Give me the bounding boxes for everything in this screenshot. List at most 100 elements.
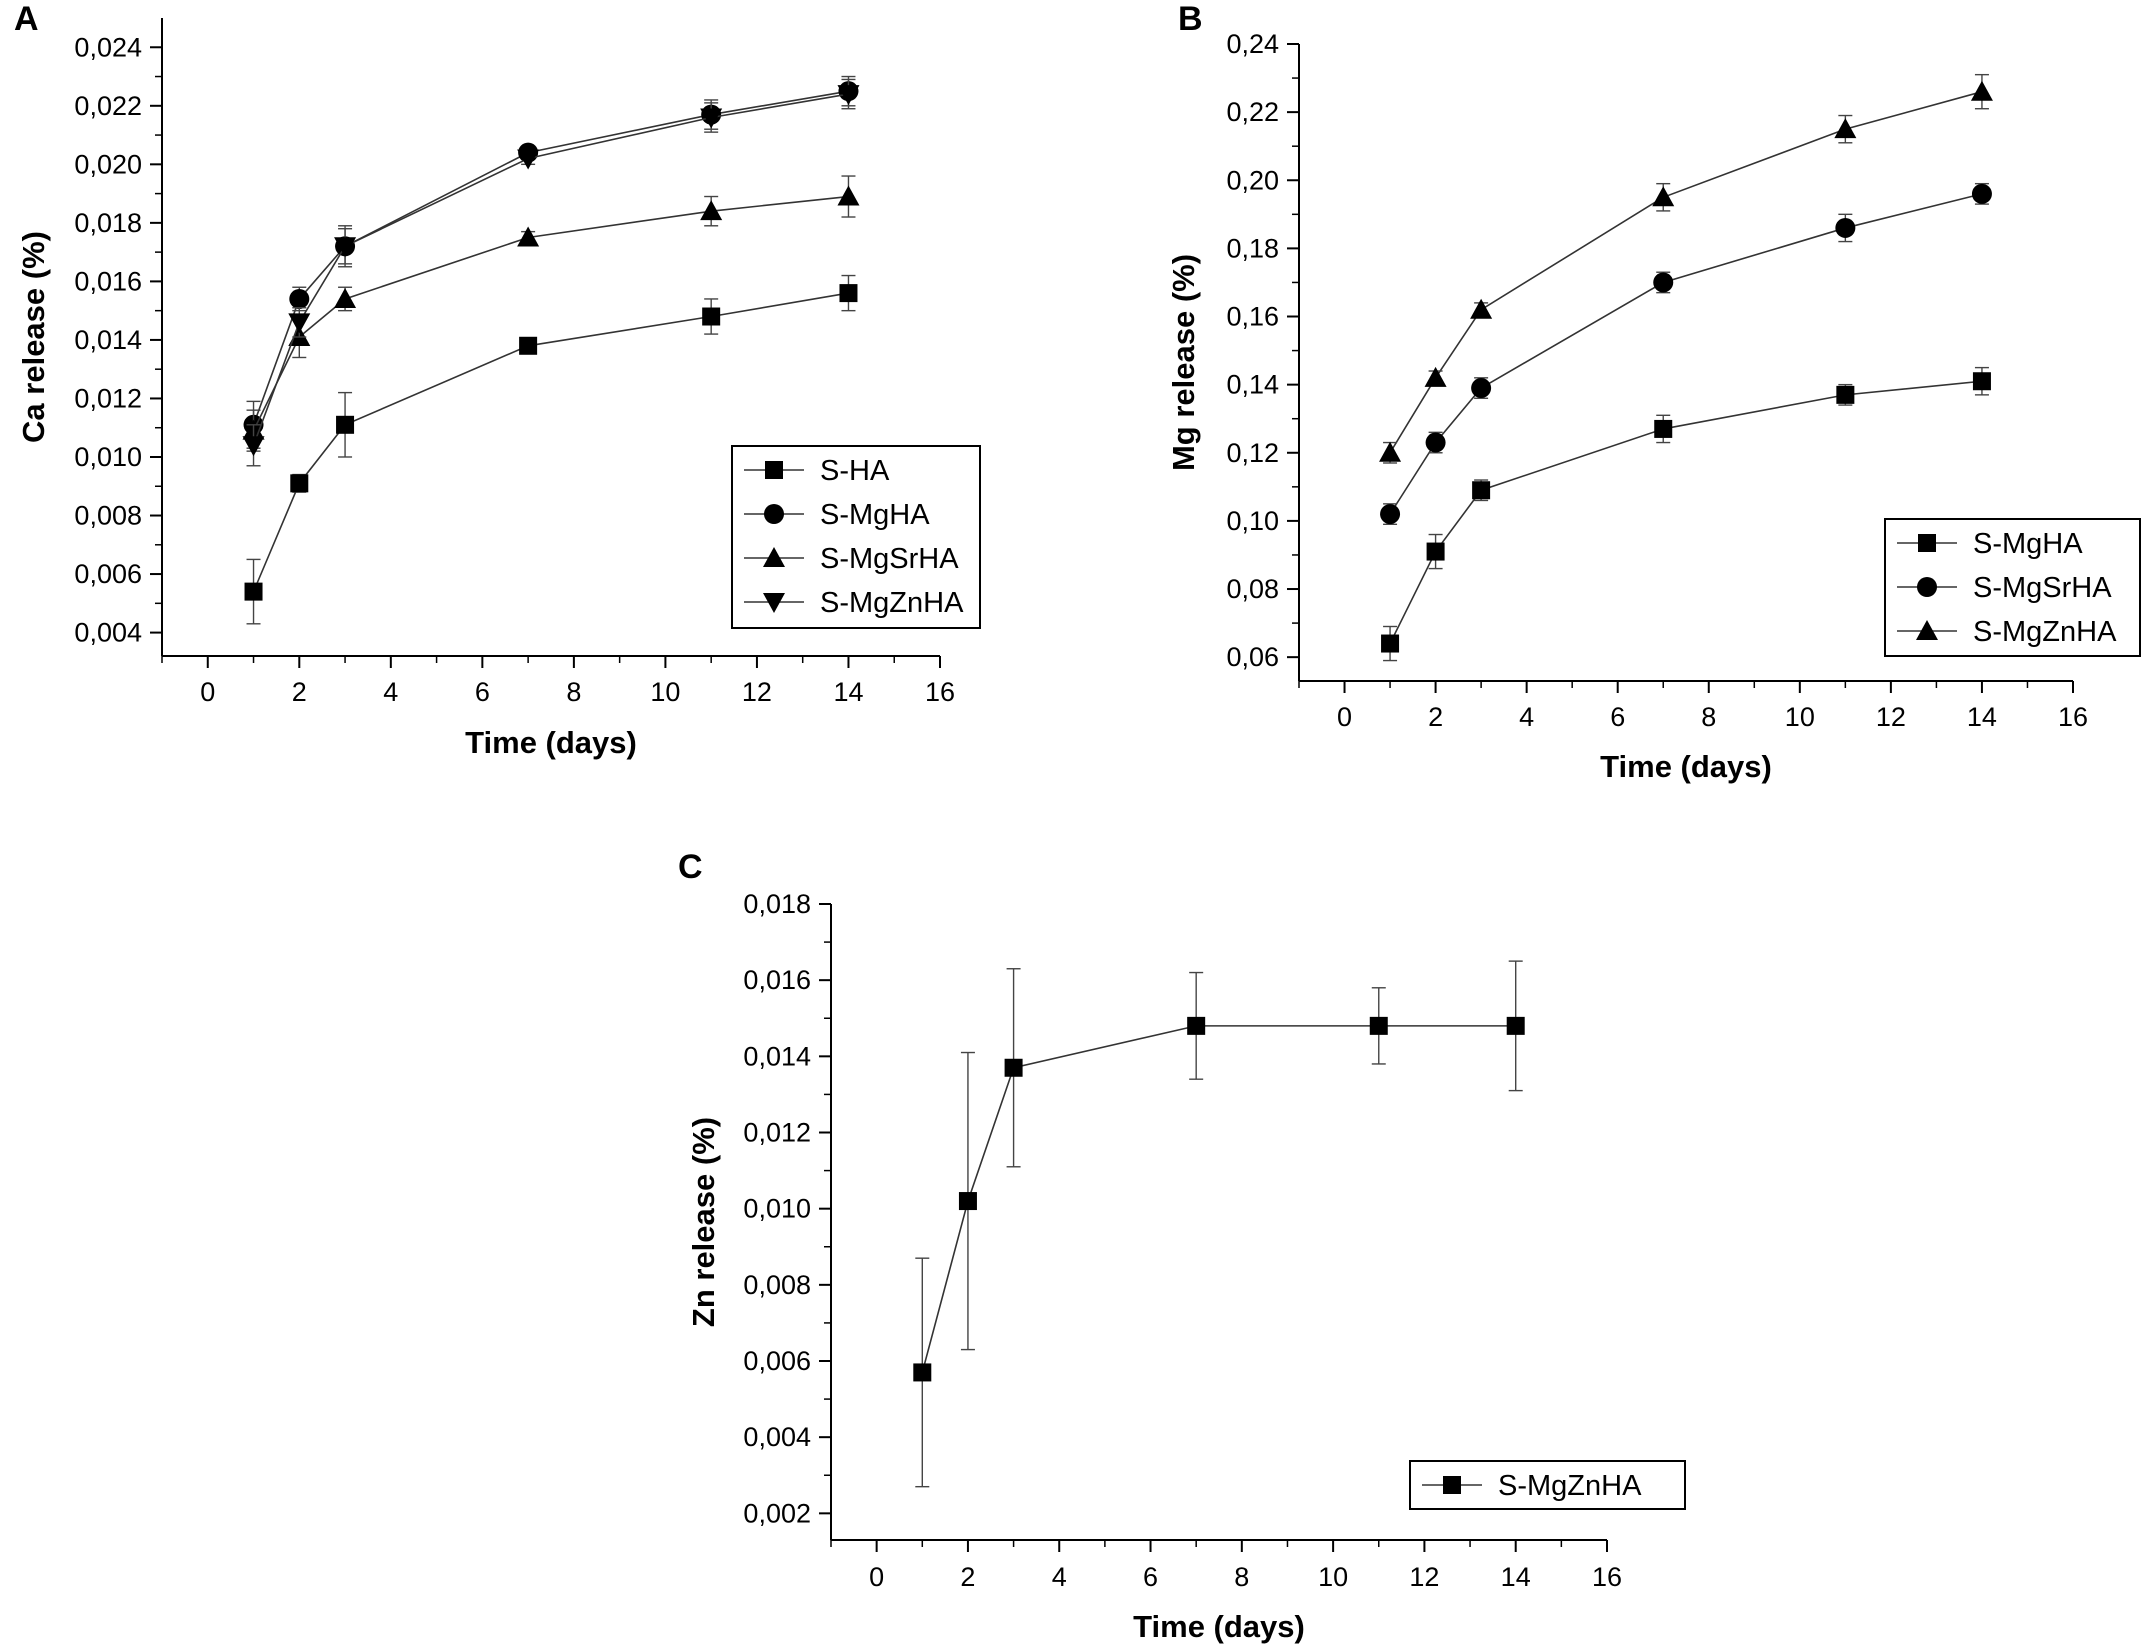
legend-label: S-MgHA xyxy=(1973,528,2083,560)
data-point xyxy=(1424,366,1447,387)
x-tick-label: 0 xyxy=(869,1562,884,1592)
series-line xyxy=(921,1025,1516,1373)
data-point xyxy=(1971,183,1992,204)
data-point xyxy=(837,85,860,106)
legend-marker xyxy=(1916,620,1938,640)
data-point xyxy=(1004,1058,1023,1077)
panel-c: C 0 2 4 6 8 10 12 14 16 0,002 0,004 0,006 0,008 0,010 0… xyxy=(678,848,1686,1644)
x-axis-title: Time (days) xyxy=(1133,1609,1305,1644)
legend-label: S-MgHA xyxy=(820,499,930,531)
data-point xyxy=(242,436,265,457)
y-tick-label: 0,018 xyxy=(743,889,811,919)
data-point xyxy=(336,415,355,434)
series-line xyxy=(1389,90,1983,454)
legend-marker xyxy=(765,461,783,479)
x-tick-label: 14 xyxy=(1967,702,1997,732)
x-tick-label: 12 xyxy=(1876,702,1906,732)
y-tick-label: 0,24 xyxy=(1226,29,1279,59)
x-tick-label: 16 xyxy=(1592,1562,1622,1592)
y-tick-label: 0,12 xyxy=(1226,438,1279,468)
legend-marker xyxy=(1443,1476,1461,1494)
x-tick-label: 2 xyxy=(960,1562,975,1592)
data-point xyxy=(290,474,309,493)
y-tick-label: 0,08 xyxy=(1226,574,1279,604)
legend: S-HA S-MgHA S-MgSrHA S-MgZnHA xyxy=(731,445,981,629)
x-axis-title: Time (days) xyxy=(465,725,637,760)
data-point xyxy=(837,185,860,206)
data-point xyxy=(1379,441,1402,462)
legend-marker xyxy=(1918,534,1936,552)
data-point xyxy=(1653,272,1674,293)
data-point xyxy=(1970,80,1993,101)
y-tick-label: 0,16 xyxy=(1226,302,1279,332)
x-tick-label: 0 xyxy=(200,677,215,707)
y-tick-label: 0,012 xyxy=(74,383,142,413)
x-tick-label: 14 xyxy=(833,677,863,707)
panel-b: B 0 2 4 6 8 10 12 14 16 0,06 0,08 0,10 0,12 0,14 0,16 0,… xyxy=(1166,0,2141,784)
series-S-MgSrHA xyxy=(1380,182,1992,526)
y-axis-title: Mg release (%) xyxy=(1166,254,1201,471)
data-point xyxy=(517,226,540,247)
x-tick-label: 16 xyxy=(925,677,955,707)
series-line xyxy=(252,195,849,432)
data-point xyxy=(288,313,311,334)
data-point xyxy=(244,582,263,601)
data-point xyxy=(289,288,310,309)
series-S-HA xyxy=(244,274,858,625)
x-tick-label: 10 xyxy=(650,677,680,707)
y-tick-label: 0,010 xyxy=(743,1194,811,1224)
y-tick-label: 0,014 xyxy=(74,325,142,355)
y-tick-label: 0,012 xyxy=(743,1118,811,1148)
series-S-MgZnHA xyxy=(242,78,860,467)
data-point xyxy=(1472,481,1491,500)
legend-label: S-MgZnHA xyxy=(1498,1470,1642,1502)
legend: S-MgZnHA xyxy=(1409,1460,1686,1510)
data-point xyxy=(913,1363,932,1382)
y-tick-label: 0,20 xyxy=(1226,165,1279,195)
y-tick-label: 0,004 xyxy=(74,618,142,648)
x-tick-label: 6 xyxy=(1143,1562,1158,1592)
legend-marker xyxy=(1917,577,1937,597)
y-axis-title: Zn release (%) xyxy=(686,1117,721,1327)
x-tick-label: 6 xyxy=(475,677,490,707)
x-tick-label: 4 xyxy=(383,677,398,707)
x-tick-label: 2 xyxy=(292,677,307,707)
x-axis-title: Time (days) xyxy=(1600,749,1772,784)
data-point xyxy=(839,284,858,303)
x-tick-label: 10 xyxy=(1785,702,1815,732)
legend-marker xyxy=(764,504,784,524)
data-point xyxy=(1425,432,1446,453)
data-point xyxy=(700,200,723,221)
data-point xyxy=(1471,378,1492,399)
series-S-MgHA xyxy=(1381,366,1991,662)
legend-label: S-MgSrHA xyxy=(1973,572,2112,604)
y-axis-title: Ca release (%) xyxy=(16,231,51,443)
data-point xyxy=(519,336,538,355)
y-tick-label: 0,002 xyxy=(743,1498,811,1528)
x-tick-label: 10 xyxy=(1318,1562,1348,1592)
x-tick-label: 12 xyxy=(742,677,772,707)
data-point xyxy=(1506,1016,1525,1035)
data-point xyxy=(1834,118,1857,139)
legend-label: S-MgZnHA xyxy=(820,587,964,619)
data-point xyxy=(1972,372,1991,391)
y-tick-label: 0,014 xyxy=(743,1041,811,1071)
y-tick-label: 0,016 xyxy=(743,965,811,995)
data-point xyxy=(958,1192,977,1211)
y-tick-label: 0,006 xyxy=(743,1346,811,1376)
x-tick-label: 4 xyxy=(1519,702,1534,732)
data-point xyxy=(1835,217,1856,238)
y-tick-label: 0,008 xyxy=(74,501,142,531)
y-tick-label: 0,006 xyxy=(74,559,142,589)
series-line xyxy=(1389,193,1983,515)
data-point xyxy=(702,307,721,326)
data-point xyxy=(1187,1016,1206,1035)
data-point xyxy=(700,108,723,129)
x-tick-label: 4 xyxy=(1052,1562,1067,1592)
x-tick-label: 0 xyxy=(1337,702,1352,732)
legend-label: S-MgSrHA xyxy=(820,543,959,575)
data-point xyxy=(334,237,357,258)
series-S-MgZnHA xyxy=(913,960,1525,1488)
data-point xyxy=(1654,419,1673,438)
